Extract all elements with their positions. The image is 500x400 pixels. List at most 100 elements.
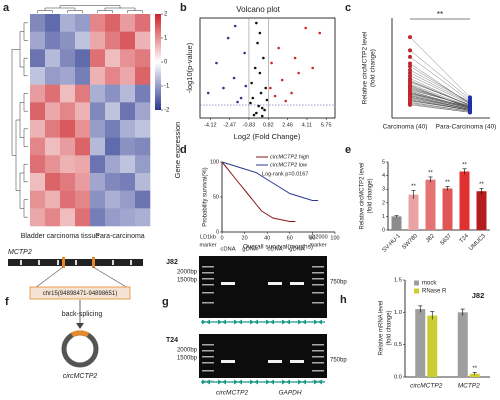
dot bbox=[408, 61, 412, 66]
x-tick-label: 4.11 bbox=[302, 122, 312, 128]
lane-label: marker bbox=[309, 242, 326, 248]
scatter-point bbox=[255, 111, 258, 115]
dot bbox=[468, 107, 472, 112]
cell-line-label: J82 bbox=[166, 259, 178, 266]
bar bbox=[391, 216, 402, 230]
ribbon-knot bbox=[218, 379, 226, 385]
group-label: Bladder carcinoma tissue bbox=[21, 233, 100, 240]
scatter-point bbox=[257, 104, 260, 108]
band bbox=[221, 282, 235, 285]
scatter-point bbox=[233, 24, 237, 28]
circrna-label: circMCTP2 bbox=[63, 373, 98, 380]
region-label: chr15(94898471-94898651) bbox=[43, 291, 117, 297]
heatmap-cell bbox=[45, 14, 61, 32]
exon bbox=[75, 260, 77, 265]
ribbon-knot bbox=[250, 319, 258, 325]
gene-name: MCTP2 bbox=[8, 249, 32, 256]
panel-label: d bbox=[180, 144, 187, 156]
size-marker: 2000bp bbox=[177, 348, 198, 354]
ribbon-knot bbox=[314, 379, 322, 385]
heatmap-cell bbox=[120, 67, 136, 85]
scatter-point bbox=[258, 71, 262, 75]
pair-line bbox=[409, 101, 471, 112]
scatter-point bbox=[236, 100, 239, 104]
lane-label: cDNA bbox=[220, 247, 235, 253]
chart-title: Volcano plot bbox=[236, 5, 280, 14]
zoom-line bbox=[92, 266, 129, 289]
target-label: circMCTP2 bbox=[216, 390, 249, 397]
ribbon-knot bbox=[282, 379, 290, 385]
lane-label: gDNA bbox=[289, 247, 305, 253]
pair-line bbox=[409, 63, 471, 105]
bar bbox=[408, 194, 419, 230]
ladder-band bbox=[202, 350, 214, 352]
scatter-point bbox=[243, 51, 246, 55]
ribbon-knot bbox=[234, 319, 242, 325]
heatmap-cell bbox=[120, 120, 136, 138]
heatmap-cell bbox=[60, 120, 76, 138]
dot bbox=[408, 64, 412, 69]
pair-line bbox=[409, 95, 471, 110]
pair-line bbox=[409, 85, 471, 108]
survival-line bbox=[221, 161, 319, 201]
size-marker: 1500bp bbox=[177, 356, 198, 362]
heatmap-cell bbox=[90, 208, 106, 227]
ladder-band bbox=[312, 266, 324, 268]
ribbon-knot bbox=[282, 319, 290, 325]
pair-line bbox=[409, 83, 471, 107]
x-tick-label: -4.12 bbox=[204, 122, 217, 128]
lane-label: LD1kb bbox=[200, 234, 216, 240]
heatmap-cell bbox=[45, 155, 61, 174]
heatmap-cell bbox=[105, 208, 121, 227]
x-axis-label: Overall survival(months) bbox=[243, 244, 313, 251]
heatmap-cell bbox=[75, 137, 91, 156]
ladder-band bbox=[312, 278, 324, 280]
pair-line bbox=[409, 37, 471, 98]
heatmap-cell bbox=[120, 208, 136, 227]
heatmap-cell bbox=[60, 102, 76, 121]
ladder-band bbox=[312, 350, 324, 352]
colorbar-tick-label: -2 bbox=[164, 108, 170, 114]
heatmap-cell bbox=[75, 84, 91, 103]
heatmap-cell bbox=[135, 67, 151, 85]
scatter-point bbox=[304, 26, 307, 30]
heatmap-cell bbox=[90, 155, 106, 174]
significance: ** bbox=[462, 162, 467, 168]
size-marker: 750bp bbox=[330, 280, 347, 286]
pair-line bbox=[409, 99, 471, 111]
exon bbox=[112, 260, 114, 265]
heatmap-cell bbox=[60, 173, 76, 191]
exon bbox=[57, 260, 59, 265]
lane-label: LD2000 bbox=[308, 234, 327, 240]
heatmap-cell bbox=[60, 137, 76, 156]
scatter-point bbox=[226, 36, 230, 40]
scatter-point bbox=[253, 66, 257, 70]
ladder-band bbox=[202, 362, 214, 364]
y-tick-label: 5 bbox=[382, 159, 385, 165]
heatmap-cell bbox=[135, 49, 151, 68]
arrow-head bbox=[76, 323, 84, 329]
y-tick-label: 1.0 bbox=[394, 310, 402, 316]
pair-line bbox=[409, 56, 471, 102]
dot bbox=[408, 73, 412, 78]
significance: ** bbox=[472, 366, 477, 372]
scatter-point bbox=[232, 76, 236, 80]
heatmap-cell bbox=[75, 14, 91, 32]
y-axis-label: -log10(p-value) bbox=[185, 42, 194, 93]
significance: ** bbox=[428, 171, 433, 177]
ladder-band bbox=[202, 292, 214, 294]
ladder-band bbox=[312, 284, 324, 286]
pair-line bbox=[409, 87, 471, 107]
x-tick-label: T24 bbox=[459, 233, 471, 245]
band bbox=[290, 282, 304, 285]
scatter-point bbox=[244, 84, 248, 88]
heatmap-cell bbox=[60, 84, 76, 103]
dot bbox=[408, 35, 412, 40]
dot bbox=[408, 70, 412, 75]
dot bbox=[408, 48, 412, 53]
dot bbox=[408, 84, 412, 89]
gel-image bbox=[199, 334, 327, 378]
band bbox=[268, 360, 282, 363]
heatmap-cell bbox=[60, 208, 76, 227]
x-tick-label: circMCTP2 bbox=[410, 383, 443, 390]
